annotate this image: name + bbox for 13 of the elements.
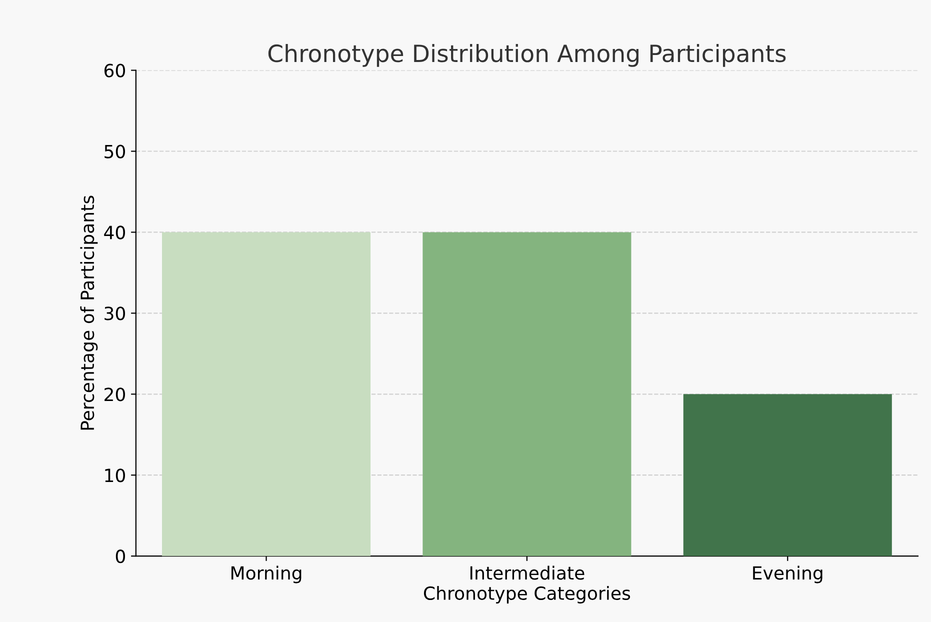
x-tick-label: Morning [231,566,302,584]
y-tick-label: 10 [105,468,126,482]
y-axis-title: Percentage of Participants [80,196,98,430]
y-tick-label: 30 [104,306,126,320]
x-axis-title: Chronotype Categories [424,586,630,604]
y-tick-label: 50 [104,144,126,158]
x-tick-label: Evening [753,566,822,584]
x-tick-label: Intermediate [470,566,584,580]
y-tick-label: 40 [104,226,126,240]
chart-title: Chronotype Distribution Among Participants [268,44,786,67]
y-tick-label: 20 [104,388,126,402]
y-tick-label: 0 [116,550,126,564]
y-tick-label: 60 [104,64,126,78]
